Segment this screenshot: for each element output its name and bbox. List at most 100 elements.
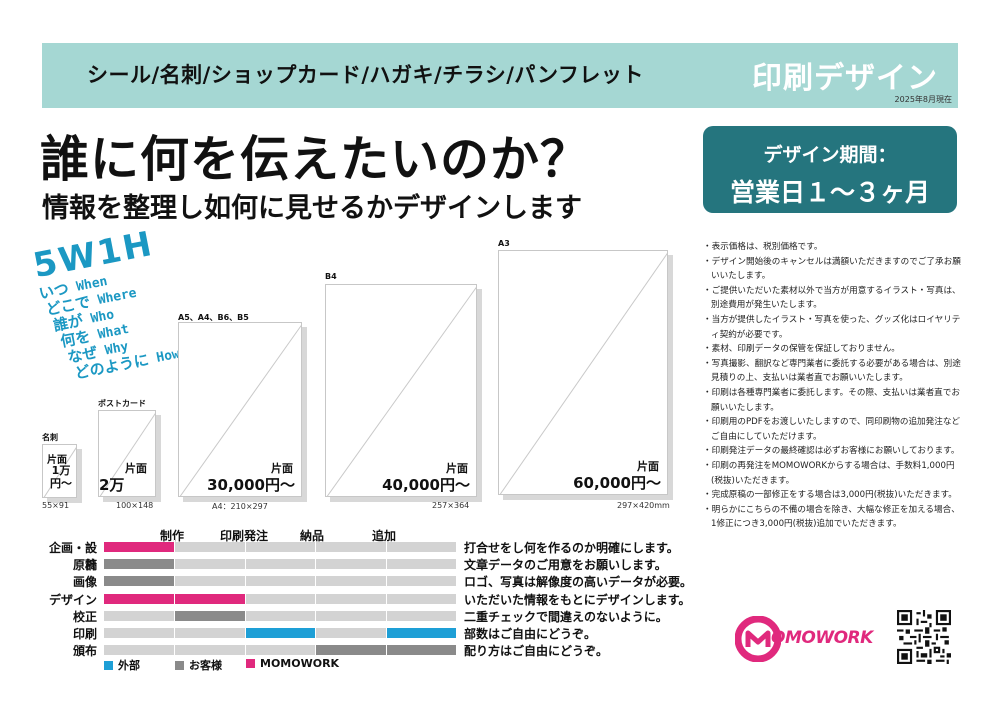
legend-label: 外部: [118, 659, 140, 672]
schedule-row-description: いただいた情報をもとにデザインします。: [464, 592, 691, 607]
paper-side-label: 片面: [271, 462, 293, 475]
paper-dimensions: 297×420mm: [617, 501, 670, 510]
note-item: ・印刷用のPDFをお渡しいたしますので、同印刷物の追加発注などご自由にしていただ…: [703, 417, 961, 442]
schedule-row-description: 二重チェックで間違えのないように。: [464, 609, 668, 624]
schedule-row-description: 部数はご自由にどうぞ。: [464, 627, 597, 641]
design-period-box: デザイン期間： 営業日１〜３ヶ月: [703, 126, 957, 213]
legend-swatch: [175, 660, 184, 670]
schedule-phase-header: 納品: [300, 529, 325, 543]
brand-title: 印刷デザイン: [752, 61, 938, 96]
paper-dimensions: 100×148: [116, 501, 154, 510]
note-item: ・当方が提供したイラスト・写真を使った、グッズ化はロイヤリティ契約が必要です。: [703, 314, 961, 340]
momowork-logo: OMOWORK: [735, 614, 875, 664]
as-of-date: 2025年8月現在: [894, 95, 952, 104]
schedule-row-label: 画像: [72, 575, 97, 590]
legend-item-customer: お客様: [175, 657, 222, 673]
paper-sample: 片面 30,000円〜: [178, 322, 302, 497]
paper-size-label: A5、A4、B6、B5: [178, 313, 249, 322]
paper-price: 1万円〜: [50, 464, 72, 490]
paper-side-label: 片面: [637, 460, 659, 473]
design-period-label: デザイン期間：: [763, 144, 897, 166]
schedule-column-divider: [385, 540, 387, 655]
schedule-row-bar: [104, 593, 456, 604]
schedule-segment-customer: [315, 645, 456, 656]
momowork-m-logo-icon: [735, 616, 781, 662]
paper-side-label: 片面: [47, 455, 67, 466]
schedule-phase-header: 印刷発注: [220, 529, 269, 543]
paper-diagonal: [43, 447, 76, 497]
legend-label: お客様: [189, 659, 222, 672]
product-list: シール/名刺/ショップカード/ハガキ/チラシ/パンフレット: [87, 63, 644, 87]
note-item: ・印刷発注データの最終確認は必ずお客様にお願いしております。: [703, 446, 960, 457]
schedule-row-label: 頒布: [72, 644, 97, 659]
paper-diagonal: [99, 413, 155, 496]
schedule-column-divider: [174, 540, 176, 655]
schedule-row-label: 印刷: [72, 627, 97, 641]
note-item: ・ご提供いただいた素材以外で当方が用意するイラスト・写真は、別途費用が発生いたし…: [703, 285, 961, 311]
paper-price: 40,000円〜: [382, 476, 470, 494]
paper-price: 2万円〜: [99, 476, 125, 494]
schedule-row-bar: [104, 628, 456, 638]
paper-diagonal: [179, 324, 301, 496]
schedule-phase-header: 制作: [160, 529, 185, 543]
paper-side-label: 片面: [125, 462, 147, 475]
paper-diagonal: [499, 253, 667, 494]
paper-diagonal: [326, 286, 476, 496]
paper-price: 30,000円〜: [207, 476, 295, 494]
schedule-phase-header: 追加: [372, 529, 397, 543]
schedule-column-divider: [315, 540, 317, 655]
notes-list: ・表示価格は、税別価格です。・デザイン開始後のキャンセルは満額いただきますのでご…: [703, 240, 961, 532]
paper-side-label: 片面: [446, 462, 468, 475]
schedule-column-divider: [244, 540, 246, 655]
schedule-row-description: ロゴ、写真は解像度の高いデータが必要。: [464, 575, 693, 590]
note-item: ・明らかにこちらの不備の場合を除き、大幅な修正を加える場合、1修正につき3,00…: [703, 504, 960, 530]
schedule-row-description: 打合せをし何を作るのか明確にします。: [464, 541, 679, 555]
schedule-row-bar: [104, 559, 456, 570]
five-w-one-h: 5W1H いつ When どこで Where 誰が Who 何を What なぜ Why どのように…: [30, 223, 181, 387]
schedule-segment-customer: [174, 610, 245, 621]
paper-size-label: A3: [498, 239, 510, 248]
schedule-segment-external: [244, 628, 316, 638]
design-period-value: 営業日１〜３ヶ月: [729, 178, 930, 207]
schedule-segment-momowork: [104, 542, 175, 552]
qr-code-icon[interactable]: [897, 610, 951, 664]
schedule-row-description: 配り方はご自由にどうぞ。: [464, 644, 609, 659]
note-item: ・印刷の再発注をMOMOWORKからする場合は、手数料1,000円(税抜)いただ…: [703, 460, 955, 486]
legend-label: MOMOWORK: [260, 657, 340, 670]
schedule-segment-customer: [104, 576, 175, 587]
schedule-row-bar: [104, 610, 456, 621]
headline: 誰に何を伝えたいのか？: [40, 131, 591, 188]
paper-sample: 片面 60,000円〜: [498, 250, 668, 495]
paper-size-label: B4: [325, 272, 337, 281]
paper-sample: 片面 1万円〜: [42, 444, 77, 498]
logo-wordmark: OMOWORK: [771, 628, 873, 648]
five-w-one-h-list: いつ When どこで Where 誰が Who 何を What なぜ Why どのように How: [37, 262, 182, 386]
schedule-row-label: 企画・設計: [48, 541, 97, 572]
paper-size-label: 名刺: [42, 433, 58, 442]
schedule-segment-customer: [104, 559, 175, 570]
paper-price: 60,000円〜: [573, 474, 661, 492]
header-band: シール/名刺/ショップカード/ハガキ/チラシ/パンフレット 印刷デザイン 202…: [42, 43, 958, 108]
paper-dimensions: A4：210×297: [212, 502, 268, 511]
schedule-row-description: 文章データのご用意をお願いします。: [464, 558, 667, 573]
schedule-segment-external: [385, 628, 456, 638]
schedule-row-label: 校正: [72, 609, 97, 624]
note-item: ・写真撮影、翻訳など専門業者に委託する必要がある場合は、別途見積りの上、支払いは…: [703, 358, 961, 384]
legend-swatch: [246, 659, 255, 668]
schedule-row-bar: [104, 576, 456, 587]
schedule-row-label: 原稿: [72, 558, 97, 573]
paper-dimensions: 257×364: [432, 501, 470, 510]
legend-item-external: 外部: [104, 657, 140, 673]
note-item: ・印刷は各種専門業者に委託します。その際、支払いは業者直でお願いいたします。: [703, 387, 960, 413]
legend-item-momowork: MOMOWORK: [246, 657, 339, 670]
note-item: ・表示価格は、税別価格です。: [703, 242, 823, 252]
subheadline: 情報を整理し如何に見せるかデザインします: [42, 193, 582, 224]
note-item: ・素材、印刷データの保管を保証しておりません。: [703, 344, 900, 355]
schedule-row-bar: [104, 645, 456, 656]
paper-sample: 片面 40,000円〜: [325, 284, 477, 497]
schedule-row-bar: [104, 542, 456, 552]
legend-swatch: [104, 660, 113, 670]
paper-size-label: ポストカード: [98, 399, 146, 408]
paper-dimensions: 55×91: [42, 501, 70, 510]
note-item: ・デザイン開始後のキャンセルは満額いただきますのでご了承お願いいたします。: [703, 256, 961, 282]
